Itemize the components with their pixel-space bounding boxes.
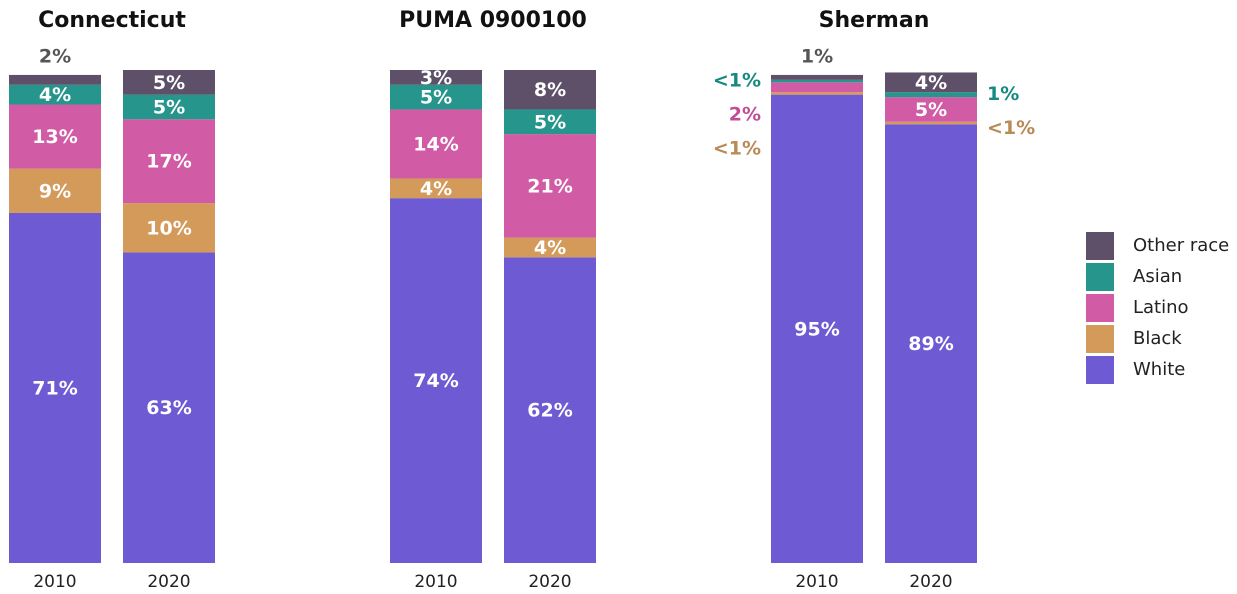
value-label: 4% xyxy=(39,84,71,106)
bar-segment xyxy=(504,257,596,563)
bar-segment xyxy=(9,74,101,85)
value-label: 4% xyxy=(915,72,947,94)
value-label: 5% xyxy=(534,111,566,133)
bar-segment xyxy=(885,97,977,122)
value-label: 5% xyxy=(915,99,947,121)
bar-segment xyxy=(123,252,215,563)
bar-segment xyxy=(123,70,215,95)
bar-segment xyxy=(771,92,863,95)
value-label: <1% xyxy=(713,138,761,160)
bar-segment xyxy=(504,70,596,110)
value-label: 21% xyxy=(527,175,572,197)
legend-swatch xyxy=(1086,263,1114,291)
bar-segment xyxy=(9,168,101,213)
value-label: 3% xyxy=(420,67,452,89)
legend-label: White xyxy=(1133,359,1185,380)
value-label: 89% xyxy=(908,333,953,355)
bar-segment xyxy=(885,124,977,563)
bar-segment xyxy=(123,94,215,120)
x-tick-label: 2020 xyxy=(528,572,571,592)
bar-segment xyxy=(504,134,596,238)
value-label: 74% xyxy=(413,370,458,392)
x-tick-label: 2020 xyxy=(909,572,952,592)
x-tick-label: 2010 xyxy=(795,572,838,592)
bar-segment xyxy=(123,119,215,204)
value-label: 10% xyxy=(146,217,191,239)
bar-segment xyxy=(390,178,482,199)
value-label: 1% xyxy=(987,83,1019,105)
bar-segment xyxy=(390,70,482,85)
value-label: 8% xyxy=(534,79,566,101)
legend-swatch xyxy=(1086,232,1114,260)
value-label: 17% xyxy=(146,151,191,173)
bar-segment xyxy=(9,84,101,105)
bar-segment xyxy=(771,94,863,564)
value-label: 13% xyxy=(32,126,77,148)
legend-label: Black xyxy=(1133,328,1182,349)
legend-swatch xyxy=(1086,294,1114,322)
value-label: <1% xyxy=(987,117,1035,139)
value-label: 9% xyxy=(39,180,71,202)
bar-segment xyxy=(771,74,863,80)
bar-segment xyxy=(123,203,215,253)
legend-swatch xyxy=(1086,325,1114,353)
bar-segment xyxy=(771,82,863,93)
value-label: <1% xyxy=(713,70,761,92)
value-label: 4% xyxy=(534,237,566,259)
value-label: 5% xyxy=(153,72,185,94)
bar-segment xyxy=(885,72,977,93)
legend-label: Asian xyxy=(1133,266,1182,287)
value-label: 95% xyxy=(794,318,839,340)
bar-segment xyxy=(9,212,101,563)
value-label: 4% xyxy=(420,178,452,200)
legend-swatch xyxy=(1086,356,1114,384)
panel-title: PUMA 0900100 xyxy=(399,8,587,33)
value-label: 5% xyxy=(153,96,185,118)
bar-segment xyxy=(771,79,863,83)
bar-segment xyxy=(885,121,977,125)
bar-segment xyxy=(390,84,482,110)
value-label: 62% xyxy=(527,400,572,422)
x-tick-label: 2010 xyxy=(414,572,457,592)
bar-segment xyxy=(885,92,977,98)
bar-segment xyxy=(390,109,482,179)
value-label: 1% xyxy=(801,46,833,68)
legend-label: Latino xyxy=(1133,297,1189,318)
value-label: 14% xyxy=(413,133,458,155)
x-tick-label: 2020 xyxy=(147,572,190,592)
value-label: 5% xyxy=(420,87,452,109)
bar-segment xyxy=(390,198,482,563)
panel-title: Connecticut xyxy=(38,8,186,33)
value-label: 2% xyxy=(729,104,761,126)
value-label: 63% xyxy=(146,397,191,419)
bar-segment xyxy=(504,237,596,258)
bar-segment xyxy=(504,109,596,135)
value-label: 2% xyxy=(39,46,71,68)
legend-label: Other race xyxy=(1133,235,1229,256)
x-tick-label: 2010 xyxy=(33,572,76,592)
bar-segment xyxy=(9,104,101,169)
panel-title: Sherman xyxy=(819,8,930,33)
value-label: 71% xyxy=(32,377,77,399)
